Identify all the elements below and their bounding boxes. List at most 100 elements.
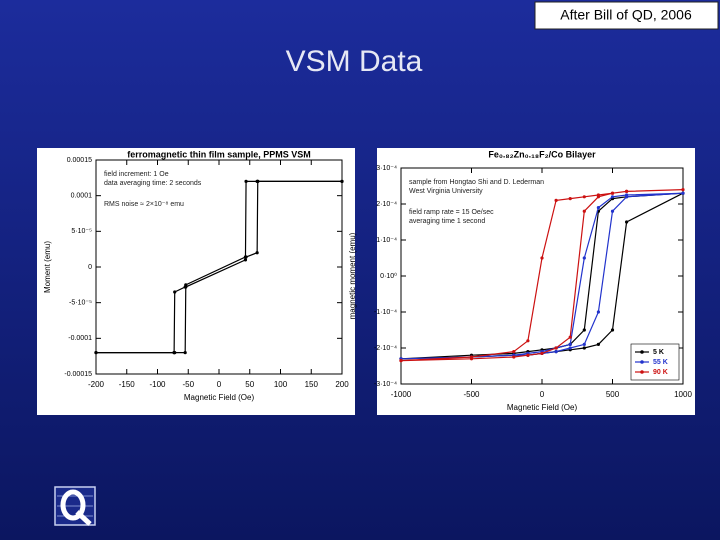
data-point (568, 346, 572, 350)
data-point (582, 342, 586, 346)
y-tick-label: 3·10⁻⁴ (376, 165, 397, 172)
data-point (582, 346, 586, 350)
data-point (540, 351, 544, 355)
x-tick-label: -150 (119, 380, 136, 389)
y-tick-label: 0.0001 (71, 193, 93, 200)
data-point (610, 328, 615, 332)
y-tick-label: 0·10⁰ (380, 272, 397, 280)
data-point (610, 195, 615, 199)
data-point (681, 191, 685, 195)
y-tick-label: -0.00015 (64, 371, 92, 378)
chart: ferromagnetic thin film sample, PPMS VSM… (37, 148, 355, 415)
x-axis-label: Magnetic Field (Oe) (507, 403, 578, 412)
annotation: field increment: 1 Oe (104, 171, 169, 178)
y-tick-label: 0.00015 (67, 157, 92, 164)
data-point (512, 355, 516, 359)
legend-label: 90 K (653, 369, 668, 376)
note-box (534, 1, 719, 30)
data-point (183, 351, 187, 355)
chart-title: ferromagnetic thin film sample, PPMS VSM (127, 149, 311, 159)
data-point (554, 350, 558, 354)
chart: Fe₀.₈₂Zn₀.₁₈F₂/Co Bilayer Magnetic Field … (348, 148, 695, 415)
x-tick-label: 50 (245, 380, 254, 389)
annotation: data averaging time: 2 seconds (104, 180, 202, 187)
charts: ferromagnetic thin film sample, PPMS VSM… (37, 148, 695, 415)
data-point (540, 256, 544, 260)
data-point (582, 209, 586, 213)
data-point (340, 179, 344, 183)
x-tick-label: -50 (182, 380, 194, 389)
data-point (244, 179, 248, 183)
annotation: sample from Hongtao Shi and D. Lederman (409, 179, 544, 186)
data-point (596, 310, 601, 314)
data-point (244, 255, 248, 259)
x-tick-label: -500 (463, 390, 480, 399)
x-tick-label: -200 (88, 380, 105, 389)
y-tick-label: 2·10⁻⁴ (376, 201, 397, 208)
data-point (243, 258, 248, 262)
chart-title: Fe₀.₈₂Zn₀.₁₈F₂/Co Bilayer (488, 149, 596, 159)
data-point (526, 353, 530, 357)
data-point (554, 198, 558, 202)
data-point (94, 351, 98, 355)
data-point (184, 283, 188, 287)
y-axis-label: Moment (emu) (43, 241, 52, 293)
x-tick-label: 150 (305, 380, 319, 389)
data-point (610, 209, 615, 213)
data-point (526, 339, 530, 343)
x-tick-label: 0 (217, 380, 222, 389)
data-point (568, 197, 572, 201)
legend-marker (640, 350, 644, 354)
data-point (568, 342, 572, 346)
data-point (625, 189, 629, 193)
x-tick-label: -1000 (391, 390, 412, 399)
chart-panel (37, 148, 355, 415)
legend-marker (640, 360, 644, 364)
x-tick-label: 200 (335, 380, 349, 389)
logo (54, 486, 96, 526)
data-point (582, 256, 586, 260)
annotation: RMS noise ≈ 2×10⁻⁸ emu (104, 201, 184, 208)
y-axis-label: magnetic moment (emu) (348, 232, 357, 319)
data-point (681, 188, 685, 192)
data-point (568, 335, 572, 339)
slide-title: VSM Data (286, 45, 423, 78)
x-tick-label: 1000 (674, 390, 692, 399)
legend-label: 55 K (653, 359, 668, 366)
x-tick-label: 100 (274, 380, 288, 389)
data-point (582, 195, 586, 199)
data-point (256, 179, 260, 183)
x-tick-label: 0 (540, 390, 545, 399)
data-point (554, 346, 558, 350)
data-point (610, 191, 615, 195)
data-point (625, 193, 629, 197)
y-tick-label: -3·10⁻⁴ (374, 381, 397, 388)
data-point (399, 359, 403, 363)
y-tick-label: -5·10⁻⁵ (69, 300, 92, 307)
annotation: field ramp rate = 15 Oe/sec (409, 209, 494, 216)
data-point (625, 220, 629, 224)
y-tick-label: 5·10⁻⁵ (71, 228, 92, 235)
data-point (512, 350, 516, 354)
x-tick-label: -100 (149, 380, 166, 389)
y-tick-label: -0.0001 (68, 335, 92, 342)
annotation: averaging time 1 second (409, 218, 485, 225)
data-point (596, 193, 601, 197)
y-tick-label: -1·10⁻⁴ (374, 309, 397, 316)
data-point (582, 328, 586, 332)
y-tick-label: -2·10⁻⁴ (374, 345, 397, 352)
x-tick-label: 500 (606, 390, 620, 399)
data-point (596, 342, 601, 346)
y-tick-label: 0 (88, 264, 92, 271)
legend-label: 5 K (653, 349, 664, 356)
y-tick-label: 1·10⁻⁴ (376, 237, 397, 244)
data-point (255, 251, 259, 255)
data-point (173, 351, 177, 355)
data-point (596, 206, 601, 210)
data-point (173, 290, 177, 294)
x-axis-label: Magnetic Field (Oe) (184, 393, 255, 402)
note: After Bill of QD, 2006 (560, 7, 692, 23)
annotation: West Virginia University (409, 188, 483, 195)
